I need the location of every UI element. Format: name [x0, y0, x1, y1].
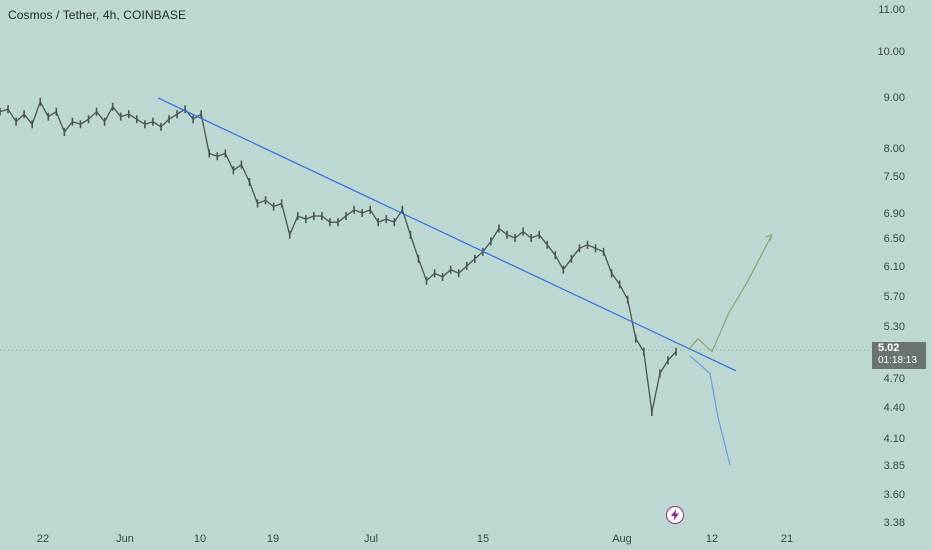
y-tick-label: 6.90: [884, 208, 905, 220]
current-price-box: 5.02 01:18:13: [872, 342, 926, 369]
x-tick-label: 10: [194, 533, 206, 545]
chart-title: Cosmos / Tether, 4h, COINBASE: [8, 8, 187, 22]
y-tick-label: 3.85: [884, 460, 905, 472]
y-tick-label: 5.30: [884, 321, 905, 333]
bullish-projection-line[interactable]: [687, 234, 773, 353]
x-tick-label: 22: [37, 533, 49, 545]
lightning-bolt-icon: [671, 509, 679, 521]
bar-countdown: 01:18:13: [878, 355, 917, 366]
trendline-group: [157, 97, 737, 372]
x-tick-label: Jul: [364, 533, 378, 545]
y-tick-label: 4.70: [884, 373, 905, 385]
x-tick-label: 21: [781, 533, 793, 545]
lightning-bolt-badge[interactable]: [666, 506, 684, 524]
y-tick-label: 8.00: [884, 143, 905, 155]
y-tick-label: 7.50: [884, 171, 905, 183]
projections-group: [687, 233, 773, 466]
arrowhead-icon: [765, 233, 773, 241]
y-tick-label: 10.00: [877, 46, 905, 58]
current-price-value: 5.02: [878, 342, 900, 354]
y-tick-label: 11.00: [878, 4, 905, 16]
y-tick-label: 5.70: [884, 291, 905, 303]
bearish-projection-line[interactable]: [689, 355, 731, 466]
price-series-line: [0, 101, 677, 413]
x-axis-ticks: 22 Jun 10 19 Jul 15 Aug 12 21: [37, 533, 793, 545]
y-tick-label: 6.50: [884, 233, 905, 245]
descending-trendline[interactable]: [157, 97, 737, 372]
y-tick-label: 6.10: [884, 261, 905, 273]
y-tick-label: 3.60: [884, 489, 905, 501]
y-tick-label: 9.00: [884, 92, 905, 104]
candles-group: [0, 97, 677, 417]
x-tick-label: 19: [267, 533, 279, 545]
y-tick-label: 4.10: [884, 433, 905, 445]
y-axis-ticks: 11.00 10.00 9.00 8.00 7.50 6.90 6.50 6.10 5.70 5.…: [877, 4, 905, 529]
y-tick-label: 4.40: [884, 402, 905, 414]
x-tick-label: 15: [477, 533, 489, 545]
x-tick-label: Aug: [612, 533, 632, 545]
x-tick-label: 12: [706, 533, 718, 545]
x-tick-label: Jun: [116, 533, 134, 545]
y-tick-label: 3.38: [884, 517, 905, 529]
